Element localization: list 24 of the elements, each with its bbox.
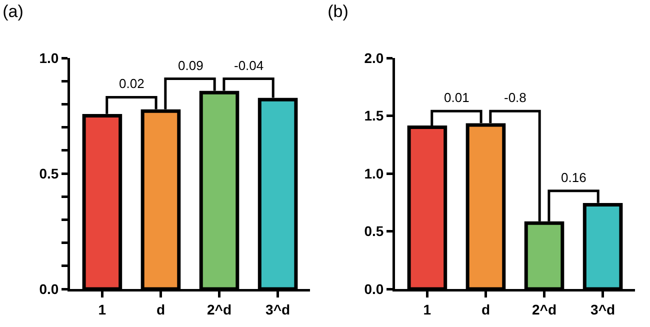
annotation: 0.02 [119,76,144,91]
y-tick-label: 1.5 [364,108,384,124]
annotation: 0.09 [178,58,204,73]
y-tick-label: 0.5 [364,223,384,240]
y-tick-label: 0.5 [39,165,59,182]
annotation: -0.8 [504,90,526,105]
annotation: 0.16 [561,170,586,185]
annotation: 0.01 [444,90,470,105]
annotation: -0.04 [234,58,264,73]
x-tick-label: d [156,301,166,318]
x-tick-label: 2^d [532,301,557,318]
chart-title: (a) [2,2,24,21]
x-tick-label: 3^d [266,301,290,318]
y-tick-label: 1.0 [39,50,59,66]
x-tick-label: 3^d [590,301,616,318]
chart-title: (b) [328,2,348,21]
x-tick-label: 2^d [207,301,232,318]
x-tick-label: 1 [423,301,432,318]
y-tick-label: 0.0 [364,280,384,297]
y-tick-label: 1.0 [364,165,384,182]
y-tick-label: 0.0 [39,280,59,297]
x-tick-label: 1 [98,301,106,318]
y-tick-label: 2.0 [364,50,384,66]
x-tick-label: d [481,301,490,318]
